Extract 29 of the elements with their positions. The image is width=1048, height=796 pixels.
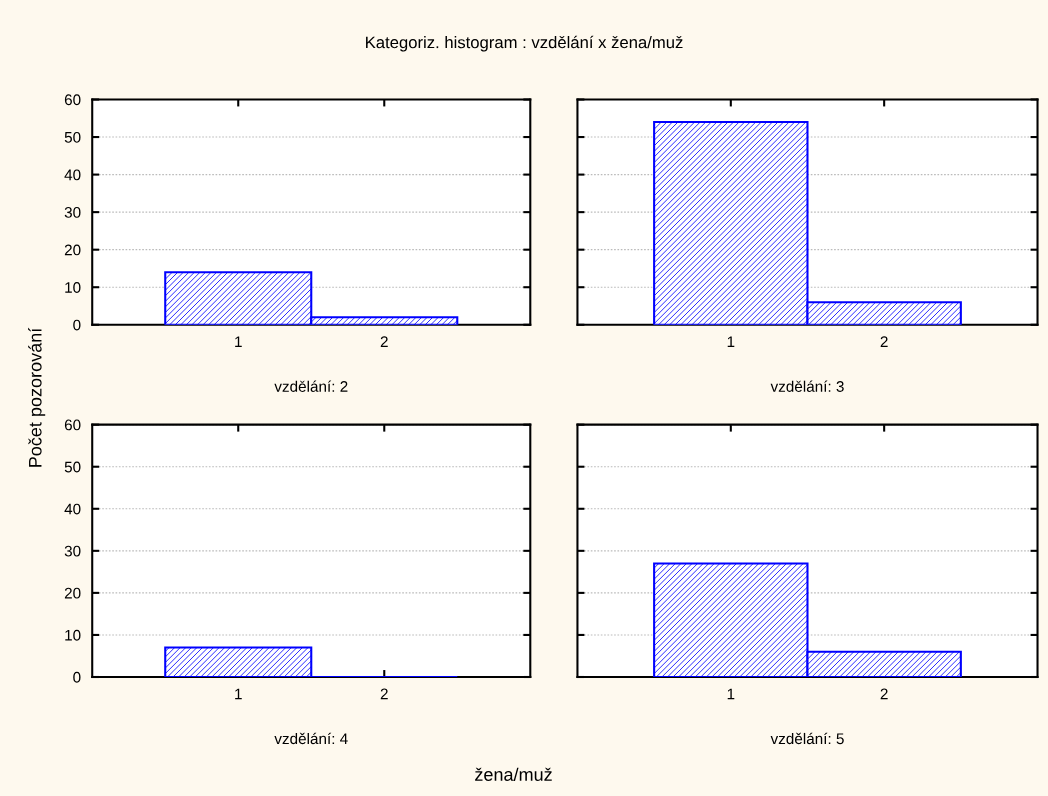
y-tick-label: 10 (65, 282, 81, 293)
x-axis-title: vzdělání: 4 (274, 732, 348, 745)
x-tick-label: 1 (727, 688, 735, 700)
y-tick-label: 30 (64, 545, 81, 557)
x-tick-label: 2 (380, 688, 388, 700)
y-tick-label: 40 (64, 169, 81, 181)
x-tick-label: 1 (727, 336, 735, 347)
y-tick-label: 20 (64, 244, 81, 256)
y-tick-label: 60 (64, 94, 81, 106)
y-axis-title: Počet pozorování (28, 327, 46, 467)
y-tick-label: 50 (64, 131, 81, 143)
y-tick-label: 40 (64, 503, 81, 515)
y-tick-label: 50 (64, 461, 81, 473)
x-axis-title: vzdělání: 2 (274, 380, 348, 392)
y-tick-label: 0 (73, 671, 81, 683)
x-axis-title: vzdělání: 3 (770, 380, 844, 392)
x-tick-label: 2 (380, 336, 388, 347)
y-tick-label: 0 (73, 319, 81, 331)
text: žena/muž (475, 767, 552, 781)
y-tick-label: 20 (64, 587, 81, 599)
x-tick-label: 1 (235, 688, 242, 700)
x-tick-label: 2 (880, 688, 888, 700)
x-tick-label: 1 (235, 336, 242, 347)
x-tick-label: 2 (880, 336, 888, 347)
chart-title: Kategoriz. histogram : vzdělání x žena/muž (366, 35, 683, 52)
x-axis-title: vzdělání: 5 (770, 732, 844, 745)
y-tick-label: 10 (65, 629, 81, 641)
y-tick-label: 60 (64, 419, 81, 431)
y-tick-label: 30 (64, 207, 81, 218)
